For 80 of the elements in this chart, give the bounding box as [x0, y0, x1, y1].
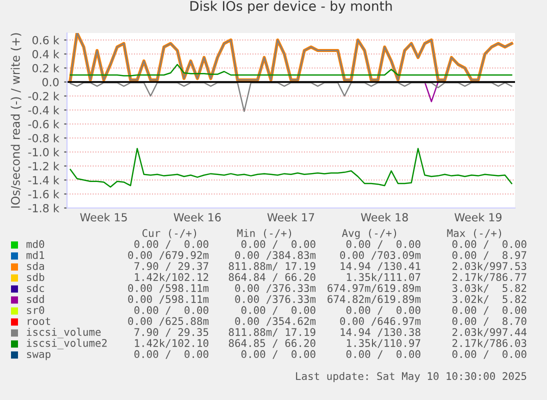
text: 0.00 / 0.00: [452, 240, 526, 249]
text: 0.00 /625.88m: [128, 317, 209, 326]
text: 0.00 /679.92m: [128, 251, 209, 260]
text: 2.03k/997.53: [452, 262, 526, 271]
text: 0.00 / 0.00: [241, 306, 316, 315]
text: Last update: Sat May 10 10:30:00 2025: [296, 372, 526, 382]
text: 2.03k/997.44: [452, 328, 527, 337]
text: 7.90 / 29.37: [134, 262, 208, 271]
legend-label: md0: [26, 240, 44, 248]
y-tick-label: -1.8 k: [28, 204, 60, 212]
y-tick-label: -0.2 k: [28, 92, 60, 100]
text: 0.00 /384.83m: [235, 251, 316, 260]
text: 0.00 / 0.00: [241, 350, 316, 359]
text: 0.00 /376.33m: [235, 295, 316, 304]
y-tick-label: 0.0: [42, 78, 59, 86]
text: 0.00 /646.97m: [340, 317, 421, 326]
text: 14.94 /130.41: [340, 262, 420, 271]
text: 0.00 / 8.70: [452, 317, 526, 326]
text: 0.00 / 0.00: [452, 350, 526, 359]
x-tick-label: Week 17: [267, 212, 314, 222]
legend-label: sda: [27, 262, 44, 270]
y-tick-label: -1.4 k: [28, 176, 60, 184]
text: 7.90 / 29.35: [134, 328, 208, 337]
text: 0.00 /598.11m: [128, 295, 209, 304]
legend-label: sdd: [27, 294, 44, 304]
y-tick-label: -1.2 k: [28, 162, 60, 170]
y-tick-label: -1.0 k: [28, 148, 60, 156]
text: 864.85 / 66.20: [228, 339, 316, 348]
y-axis-title: IOs/second read (-) / write (+): [10, 33, 22, 208]
text: 0.00 /354.62m: [235, 317, 316, 326]
text: 3.03k/ 5.82: [452, 284, 526, 293]
y-tick-label: -0.4 k: [28, 106, 60, 114]
x-tick-label: Week 19: [454, 212, 502, 222]
text: Cur (-/+): [142, 229, 196, 238]
legend-label: iscsi_volume: [26, 328, 101, 338]
y-tick-label: 0.2 k: [32, 64, 60, 72]
text: 1.35k/110.97: [347, 338, 420, 348]
text: 1.35k/111.07: [347, 272, 420, 282]
text: 0.00 / 0.00: [346, 350, 420, 359]
legend-label: iscsi_volume2: [26, 338, 107, 350]
text: Min (-/+): [237, 228, 292, 238]
text: 0.00 /598.11m: [128, 284, 209, 293]
text: 0.00 /703.09m: [340, 251, 421, 260]
text: 2.17k/786.77: [452, 272, 526, 282]
legend-label: sdb: [27, 272, 44, 282]
text: 3.02k/ 5.82: [452, 294, 526, 304]
legend-label: sr0: [27, 306, 44, 314]
y-tick-label: -0.8 k: [28, 134, 60, 142]
text: 1.42k/102.10: [135, 338, 208, 348]
text: 811.88m/ 17.19: [228, 262, 316, 271]
text: 0.00 / 0.00: [134, 240, 208, 249]
y-tick-label: 0.4 k: [32, 50, 60, 58]
legend-label: root: [28, 318, 50, 326]
text: 14.94 /130.38: [340, 328, 420, 337]
text: 0.00 / 0.00: [134, 306, 208, 315]
text: 0.00 /376.33m: [235, 284, 316, 293]
x-tick-label: Week 18: [360, 212, 408, 222]
text: 0.00 / 0.00: [346, 306, 420, 315]
text: 864.84 / 66.20: [228, 273, 316, 282]
x-tick-label: Week 16: [174, 212, 221, 222]
legend-label: md1: [26, 250, 44, 260]
text: 0.00 / 0.00: [452, 306, 526, 315]
y-tick-label: 0.6 k: [32, 36, 60, 44]
text: 811.88m/ 17.19: [228, 328, 316, 337]
text: 0.00 / 8.97: [452, 251, 526, 260]
text: 0.00 / 0.00: [241, 240, 316, 249]
text: 0.00 / 0.00: [346, 240, 420, 249]
text: Max (-/+): [447, 229, 502, 238]
legend-label: swap: [27, 352, 50, 360]
chart-title: Disk IOs per device - by month: [190, 0, 392, 14]
y-tick-label: -0.6 k: [28, 120, 60, 128]
text: 674.97m/619.89m: [328, 284, 421, 293]
text: Avg (-/+): [342, 228, 396, 240]
text: 1.42k/102.12: [135, 272, 208, 282]
x-tick-label: Week 15: [80, 212, 127, 222]
y-tick-label: -1.6 k: [28, 190, 60, 198]
text: 0.00 / 0.00: [134, 350, 208, 359]
text: 674.82m/619.89m: [328, 295, 421, 304]
text: 2.17k/786.03: [452, 338, 526, 348]
legend-label: sdc: [27, 284, 44, 292]
